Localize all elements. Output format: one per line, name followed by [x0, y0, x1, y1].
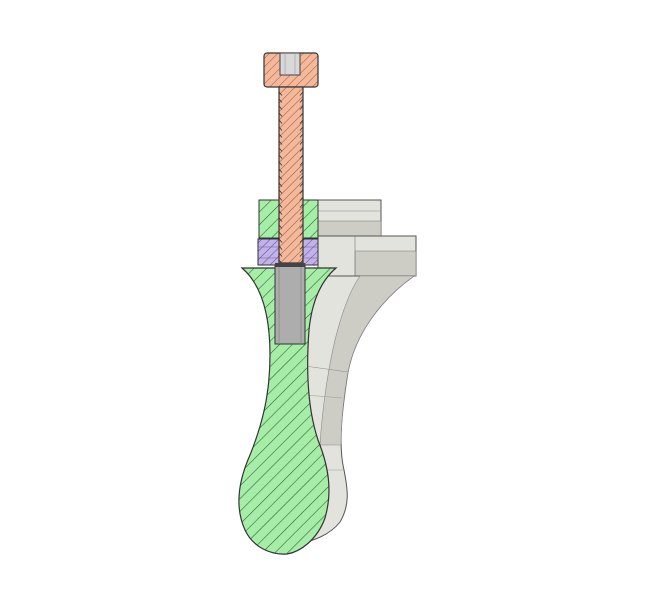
threaded-insert-icon[interactable] [274, 265, 306, 345]
socket-head-cap-screw-icon[interactable] [263, 52, 319, 267]
